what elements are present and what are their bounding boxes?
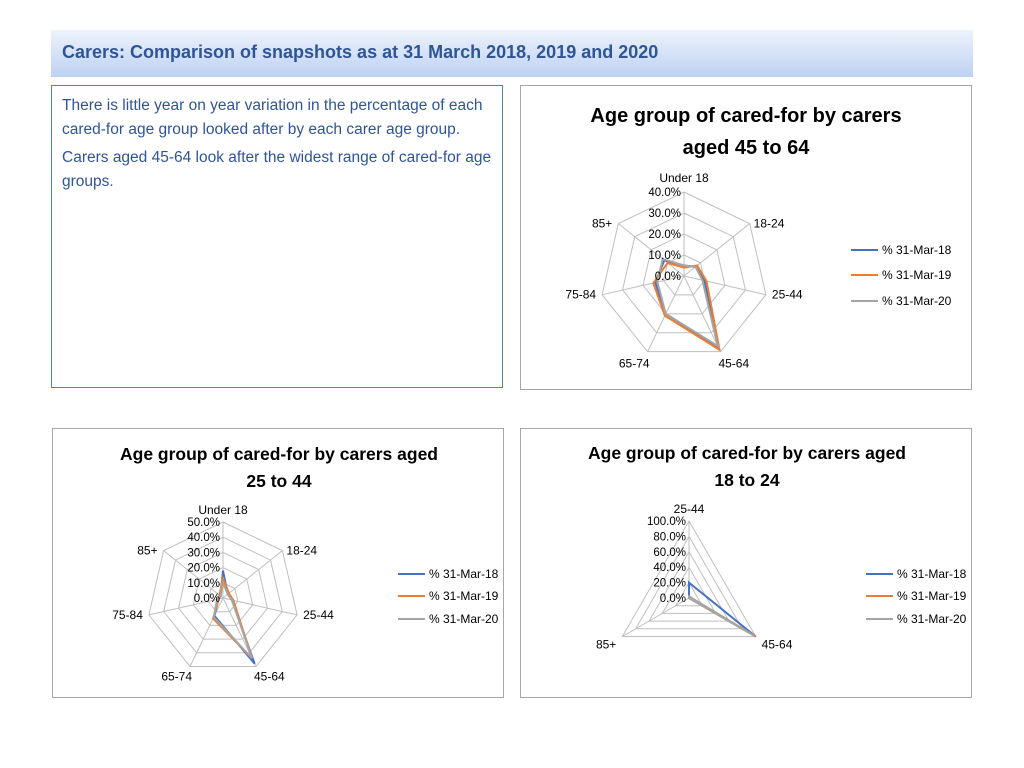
tick-label: 0.0%	[194, 593, 220, 605]
tick-label: 0.0%	[660, 593, 686, 605]
axis-label: 75-84	[112, 608, 143, 622]
grid-spoke	[222, 597, 298, 616]
grid-ring	[621, 520, 757, 637]
tick-label: 50.0%	[187, 517, 220, 529]
page-title: Carers: Comparison of snapshots as at 31…	[62, 42, 659, 62]
grid-spoke	[189, 597, 224, 667]
tick-label: 30.0%	[187, 547, 220, 559]
grid-spoke	[163, 550, 224, 599]
axis-label: 18-24	[286, 544, 317, 558]
grid-ring	[662, 254, 706, 296]
legend-entry: % 31-Mar-20	[897, 612, 967, 626]
grid-spoke	[601, 275, 685, 296]
axis-label: 45-64	[718, 357, 749, 371]
grid-ring	[648, 550, 730, 622]
tick-label: 30.0%	[648, 208, 681, 220]
radar-grid	[148, 521, 298, 667]
axis-label: 45-64	[762, 638, 793, 652]
chart-title-line-1: Age group of cared-for by carers aged	[588, 443, 906, 463]
series-line-3	[212, 579, 253, 659]
tick-label: 80.0%	[653, 531, 686, 543]
chart-panel-25-44: Age group of cared-for by carers aged 25 …	[52, 428, 504, 698]
axis-label: 65-74	[619, 357, 650, 371]
series-line-3	[656, 257, 720, 349]
chart-title-line-2: aged 45 to 64	[683, 137, 811, 159]
legend-entry: % 31-Mar-18	[429, 567, 499, 581]
tick-label: 40.0%	[648, 187, 681, 199]
legend-entry: % 31-Mar-20	[882, 294, 952, 308]
chart-panel-18-24: Age group of cared-for by carers aged 18 …	[520, 428, 972, 698]
tick-label: 20.0%	[648, 229, 681, 241]
axis-label: Under 18	[659, 171, 709, 185]
legend-entry: % 31-Mar-18	[882, 243, 952, 257]
grid-ring	[674, 581, 704, 607]
chart-title-line-1: Age group of cared-for by carers aged	[120, 444, 438, 464]
tick-label: 100.0%	[647, 516, 686, 528]
grid-spoke	[222, 550, 283, 599]
chart-title-line-2: 18 to 24	[714, 470, 779, 490]
grid-spoke	[622, 597, 690, 637]
tick-label: 60.0%	[653, 547, 686, 559]
grid-ring	[207, 582, 239, 613]
axis-label: 85+	[137, 544, 157, 558]
axis-label: 25-44	[674, 502, 705, 516]
tick-label: 10.0%	[648, 250, 681, 262]
axis-label: 65-74	[161, 669, 192, 683]
axis-label: 85+	[596, 638, 616, 652]
chart-title-line-2: 25 to 44	[246, 471, 311, 491]
legend-entry: % 31-Mar-19	[882, 268, 952, 282]
series-line-2	[652, 261, 721, 352]
grid-ring	[642, 233, 726, 315]
summary-paragraph-1: There is little year on year variation i…	[62, 97, 483, 138]
axis-label: 18-24	[754, 217, 785, 231]
legend-entry: % 31-Mar-19	[897, 589, 967, 603]
tick-label: 20.0%	[653, 578, 686, 590]
grid-ring	[661, 566, 717, 614]
grid-spoke	[618, 223, 685, 277]
grid-ring	[622, 212, 746, 334]
radar-chart-18-24: Age group of cared-for by carers aged 18 …	[588, 443, 967, 652]
tick-label: 40.0%	[653, 562, 686, 574]
axis-label: 75-84	[565, 288, 596, 302]
tick-label: 40.0%	[187, 532, 220, 544]
page-header: Carers: Comparison of snapshots as at 31…	[51, 30, 973, 77]
axis-label: 25-44	[772, 288, 803, 302]
grid-ring	[634, 535, 744, 630]
tick-label: 10.0%	[187, 578, 220, 590]
legend-entry: % 31-Mar-18	[897, 567, 967, 581]
grid-spoke	[683, 275, 767, 296]
tick-label: 20.0%	[187, 563, 220, 575]
grid-spoke	[148, 597, 224, 616]
axis-label: 85+	[592, 217, 612, 231]
grid-spoke	[683, 275, 721, 352]
axis-label: Under 18	[198, 503, 248, 517]
series-line-3	[688, 594, 755, 637]
grid-spoke	[683, 223, 750, 277]
summary-paragraph-2: Carers aged 45-64 look after the widest …	[62, 149, 492, 190]
axis-label: 45-64	[254, 669, 285, 683]
chart-title-line-1: Age group of cared-for by carers	[590, 105, 901, 127]
grid-ring	[163, 536, 283, 654]
summary-textbox: There is little year on year variation i…	[51, 85, 503, 388]
grid-ring	[148, 521, 298, 667]
radar-chart-45-64: Age group of cared-for by carers aged 45 …	[565, 105, 952, 371]
grid-ring	[178, 551, 268, 640]
legend-entry: % 31-Mar-19	[429, 589, 499, 603]
radar-chart-25-44: Age group of cared-for by carers aged 25 …	[112, 444, 499, 683]
legend-entry: % 31-Mar-20	[429, 612, 499, 626]
chart-panel-45-64: Age group of cared-for by carers aged 45 …	[520, 85, 972, 390]
grid-ring	[601, 191, 767, 353]
tick-label: 0.0%	[655, 271, 681, 283]
axis-label: 25-44	[303, 608, 334, 622]
